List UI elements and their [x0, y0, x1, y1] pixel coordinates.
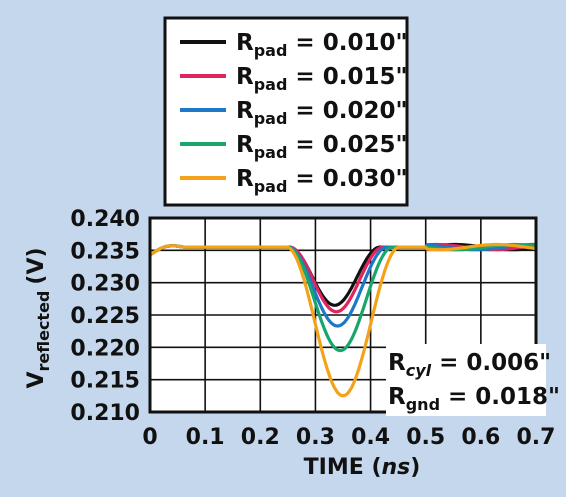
x-axis-title-main: TIME — [304, 455, 364, 480]
y-axis-title-unit: (V) — [24, 247, 49, 284]
x-tick-label: 0.3 — [296, 425, 335, 450]
y-axis-title-main: V — [24, 372, 49, 389]
y-tick-label: 0.240 — [70, 207, 140, 232]
x-tick-label: 0 — [142, 425, 157, 450]
y-tick-label: 0.225 — [70, 304, 140, 329]
y-tick-label: 0.220 — [70, 336, 140, 361]
x-tick-label: 0.4 — [351, 425, 390, 450]
x-tick-label: 0.6 — [461, 425, 500, 450]
y-tick-labels: 0.210 0.215 0.220 0.225 0.230 0.235 0.240 — [70, 207, 140, 426]
x-axis-title-unit: ns — [382, 455, 411, 480]
y-tick-label: 0.210 — [70, 401, 140, 426]
x-tick-label: 0.2 — [241, 425, 280, 450]
y-tick-label: 0.230 — [70, 272, 140, 297]
annotation: Rcyl = 0.006" Rgnd = 0.018" — [386, 344, 560, 416]
y-tick-label: 0.215 — [70, 369, 140, 394]
x-tick-label: 0.5 — [406, 425, 445, 450]
y-tick-label: 0.235 — [70, 239, 140, 264]
legend: Rpad = 0.010"Rpad = 0.015"Rpad = 0.020"R… — [165, 18, 407, 205]
x-tick-label: 0.7 — [517, 425, 556, 450]
x-axis-title: TIME (ns) — [304, 455, 421, 480]
x-tick-label: 0.1 — [186, 425, 225, 450]
y-axis-title-sub: reflected — [34, 291, 53, 372]
